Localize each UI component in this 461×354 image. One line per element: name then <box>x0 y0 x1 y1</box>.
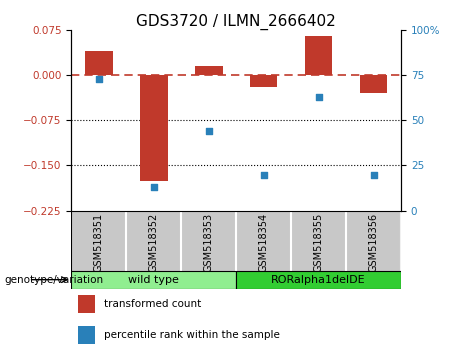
Text: GSM518351: GSM518351 <box>94 212 104 272</box>
Bar <box>78 326 95 344</box>
Bar <box>195 66 223 75</box>
Point <box>315 94 322 100</box>
Bar <box>360 75 387 93</box>
Bar <box>140 75 168 181</box>
Text: RORalpha1delDE: RORalpha1delDE <box>272 275 366 285</box>
Point <box>95 76 103 82</box>
Point <box>370 172 377 177</box>
Bar <box>71 271 236 289</box>
Text: genotype/variation: genotype/variation <box>5 275 104 285</box>
Point <box>150 184 158 190</box>
Bar <box>305 36 332 75</box>
Text: GSM518355: GSM518355 <box>313 212 324 272</box>
Bar <box>250 75 278 87</box>
Point <box>260 172 267 177</box>
Bar <box>85 51 112 75</box>
Point <box>205 129 213 134</box>
Text: GSM518354: GSM518354 <box>259 212 269 272</box>
Text: GSM518356: GSM518356 <box>369 212 378 272</box>
Text: GSM518353: GSM518353 <box>204 212 214 272</box>
Text: transformed count: transformed count <box>104 299 201 309</box>
Bar <box>78 295 95 313</box>
Text: percentile rank within the sample: percentile rank within the sample <box>104 330 280 340</box>
Title: GDS3720 / ILMN_2666402: GDS3720 / ILMN_2666402 <box>136 14 336 30</box>
Bar <box>71 211 401 271</box>
Text: wild type: wild type <box>129 275 179 285</box>
Text: GSM518352: GSM518352 <box>149 212 159 272</box>
Bar <box>236 271 401 289</box>
